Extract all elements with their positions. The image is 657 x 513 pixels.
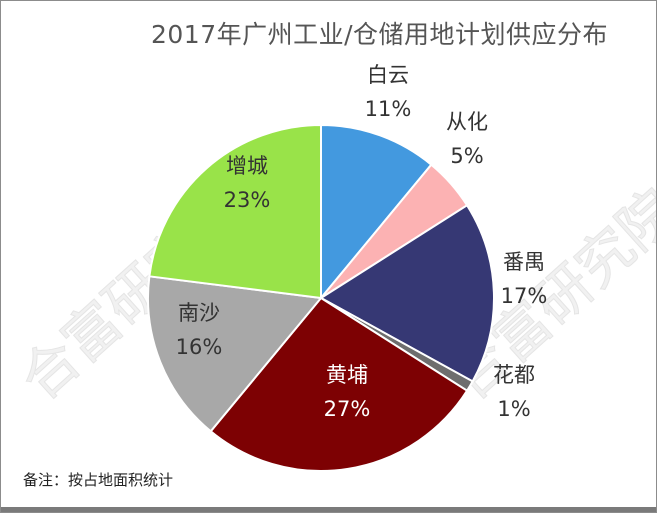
pie-slice bbox=[146, 275, 323, 433]
pie-slice bbox=[148, 123, 322, 300]
chart-title: 2017年广州工业/仓储用地计划供应分布 bbox=[151, 20, 609, 49]
pie-slice bbox=[209, 296, 469, 472]
slice-percent-label: 1% bbox=[497, 397, 530, 421]
slice-category-label: 南沙 bbox=[178, 301, 220, 325]
slice-percent-label: 11% bbox=[365, 97, 412, 121]
slice-category-label: 从化 bbox=[446, 110, 488, 134]
footnote: 备注：按占地面积统计 bbox=[23, 471, 174, 489]
bottom-rule bbox=[1, 507, 656, 512]
slice-percent-label: 27% bbox=[324, 397, 371, 421]
slice-category-label: 番禺 bbox=[503, 250, 545, 274]
slice-percent-label: 17% bbox=[501, 284, 548, 308]
slice-category-label: 增城 bbox=[226, 154, 268, 178]
pie-slice bbox=[319, 203, 495, 383]
slice-category-label: 白云 bbox=[367, 63, 409, 87]
slice-percent-label: 5% bbox=[450, 144, 483, 168]
slice-category-label: 花都 bbox=[493, 363, 535, 387]
slice-percent-label: 16% bbox=[176, 335, 223, 359]
slice-category-label: 黄埔 bbox=[326, 363, 368, 387]
pie-slice bbox=[320, 123, 433, 301]
slice-percent-label: 23% bbox=[224, 188, 271, 212]
